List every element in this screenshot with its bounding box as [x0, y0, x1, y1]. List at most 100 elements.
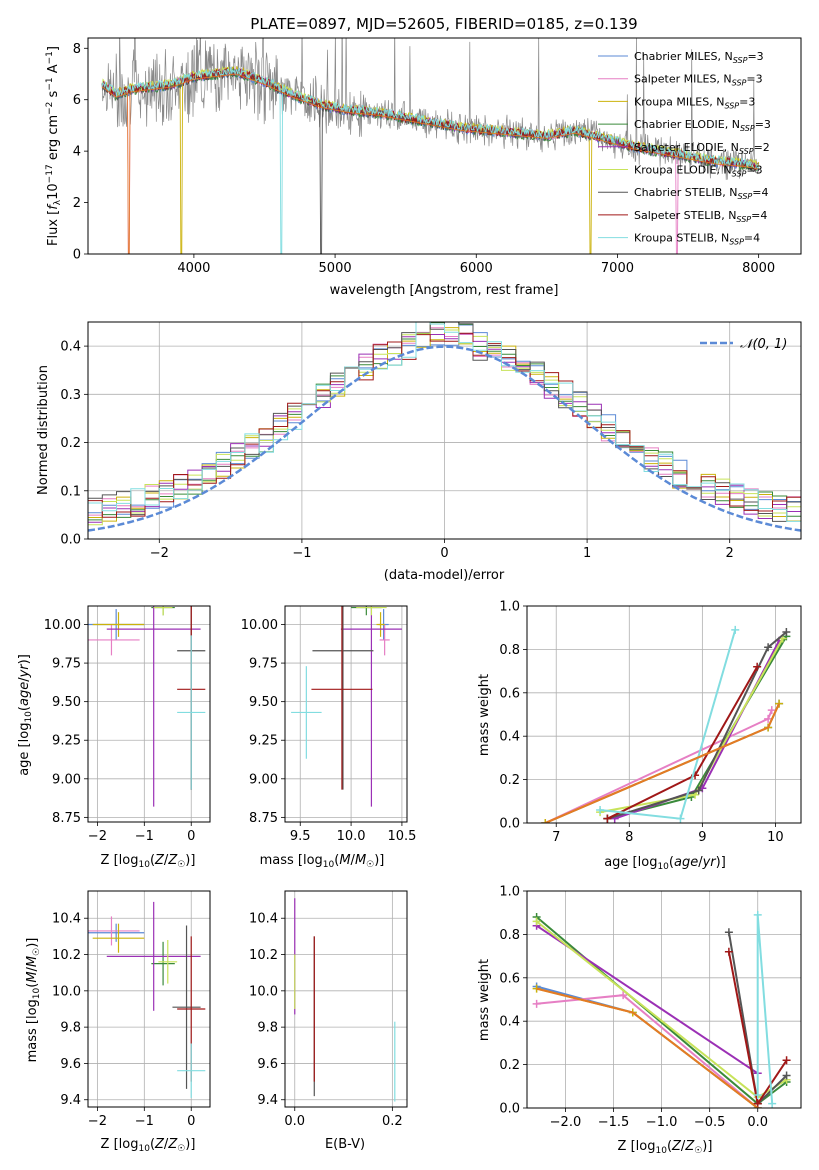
x-tick-label-3: 10 [767, 830, 784, 845]
x-tick-label-1: 0.2 [382, 1114, 403, 1129]
y-tick-label-1: 0.2 [499, 773, 520, 788]
weight-line-orange [536, 987, 759, 1108]
x-tick-label-2: 0 [187, 829, 195, 844]
normal-curve-line [88, 345, 801, 532]
y-tick-label-2: 9.25 [52, 734, 81, 749]
p4-xlabel: age [log10(age/yr)] [604, 855, 726, 872]
y-tick-label-0: 9.4 [257, 1093, 278, 1108]
x-tick-label-2: 9 [698, 830, 706, 845]
legend-label-8: Kroupa STELIB, NSSP=4 [634, 232, 760, 247]
spectrum-xlabel: wavelength [Angstrom, rest frame] [330, 283, 559, 298]
weight-line-kroupa-stelib [756, 914, 774, 1104]
y-tick-label-1: 2 [73, 196, 81, 211]
x-tick-label-2: 6000 [460, 261, 493, 276]
histogram-xlabel: (data-model)/error [384, 568, 505, 583]
panel-frame-6 [284, 890, 408, 1108]
panel-frame-5 [87, 890, 211, 1108]
y-tick-label-3: 0.6 [499, 971, 520, 986]
panel-frame-4 [526, 605, 802, 824]
y-tick-label-4: 0.4 [60, 340, 81, 355]
y-tick-label-4: 0.8 [499, 928, 520, 943]
legend-label-4: Salpeter ELODIE, NSSP=2 [634, 141, 770, 156]
y-tick-label-4: 0.8 [499, 643, 520, 658]
y-tick-label-5: 10.4 [52, 912, 81, 927]
weight-marker-chabrier-stelib-3 [782, 628, 791, 637]
y-tick-label-1: 9.6 [60, 1057, 81, 1072]
weight-marker-salpeter-stelib-1 [753, 1099, 762, 1108]
y-tick-label-0: 8.75 [52, 811, 81, 826]
y-tick-label-2: 9.8 [60, 1021, 81, 1036]
spectrum-frame [87, 37, 802, 255]
y-tick-label-0: 9.4 [60, 1093, 81, 1108]
x-tick-label-0: −2 [150, 546, 169, 561]
y-tick-label-1: 9.6 [257, 1057, 278, 1072]
y-tick-label-3: 10.0 [249, 984, 278, 999]
mass-vs-Z-panel: −2 −1 0 9.4 9.6 9.8 10.0 10.2 10.4 [52, 890, 211, 1129]
x-tick-label-1: −1 [135, 1114, 154, 1129]
y-tick-label-3: 9.50 [52, 695, 81, 710]
y-tick-label-2: 0.4 [499, 1015, 520, 1030]
y-tick-label-4: 10.2 [249, 948, 278, 963]
p6-xlabel: E(B-V) [325, 1137, 365, 1152]
x-tick-label-1: 8 [625, 830, 633, 845]
x-tick-label-4: 8000 [742, 261, 775, 276]
panel-plot-area-5 [88, 901, 206, 1098]
weight-marker-kroupa-stelib-0 [753, 1090, 762, 1099]
weight-marker-kroupa-stelib-2 [731, 625, 740, 634]
residual-histogram-panel: −2 −1 0 1 2 0.0 0.1 0.2 0.3 0.4 (data-model)/erro… [36, 321, 802, 583]
spectrum-panel: PLATE=0897, MJD=52605, FIBERID=0185, z=0… [45, 15, 802, 298]
weight-marker-chabrier-stelib-2 [782, 1071, 791, 1080]
legend-label-5: Kroupa ELODIE, NSSP=3 [634, 164, 763, 179]
weight-marker-kroupa-stelib-1 [753, 910, 762, 919]
p7-xlabel: Z [log10(Z/Z☉)] [618, 1139, 713, 1156]
legend-label-1: Salpeter MILES, NSSP=3 [634, 73, 763, 88]
panel-plot-area-4 [541, 625, 791, 823]
p3-xlabel: mass [log10(M/M☉)] [260, 853, 385, 870]
y-tick-label-4: 8 [73, 42, 81, 57]
x-tick-label-2: 10.5 [387, 829, 416, 844]
x-tick-label-3: 7000 [601, 261, 634, 276]
histogram-legend: 𝒩(0, 1) [700, 337, 787, 352]
weight-marker-salpeter-stelib-2 [782, 1056, 791, 1065]
weight-marker-salpeter-miles-1 [619, 991, 628, 1000]
weight-line-orange [544, 703, 781, 823]
normal-curve-legend-label: 𝒩(0, 1) [740, 337, 787, 352]
x-tick-label-0: 0.0 [284, 1114, 305, 1129]
x-tick-label-3: 1 [583, 546, 591, 561]
weight-marker-kroupa-stelib-1 [676, 814, 685, 823]
panel-plot-area-7 [532, 910, 791, 1108]
mass-vs-ebv-panel: 0.0 0.2 9.4 9.6 9.8 10.0 10.2 10.4 [249, 890, 408, 1129]
y-tick-label-1: 0.1 [60, 484, 81, 499]
spectrum-ylabel: Flux [fλ10−17 erg cm−2 s−1 A−1] [45, 46, 63, 246]
legend-label-2: Kroupa MILES, NSSP=3 [634, 95, 755, 110]
weight-marker-salpeter-miles-1 [764, 714, 773, 723]
p4-ylabel: mass weight [477, 674, 492, 756]
histogram-ylabel: Normed distribution [36, 365, 51, 495]
legend-label-7: Salpeter STELIB, NSSP=4 [634, 209, 767, 224]
p2-xlabel: Z [log10(Z/Z☉)] [101, 853, 196, 870]
panel-frame-3 [284, 605, 408, 823]
p7-ylabel: mass weight [477, 959, 492, 1041]
weight-marker-salpeter-miles-0 [532, 999, 541, 1008]
panel-plot-area-2 [88, 606, 206, 807]
weight-marker-kroupa-stelib-2 [768, 1099, 777, 1108]
age-vs-Z-panel: −2 −1 0 8.75 9.00 9.25 9.50 9.75 10.00 [44, 605, 211, 844]
y-tick-label-5: 1.0 [499, 600, 520, 615]
y-tick-label-0: 0 [73, 248, 81, 263]
weight-marker-salpeter-stelib-0 [724, 947, 733, 956]
p2-ylabel: age [log10(age/yr)] [17, 654, 34, 776]
y-tick-label-3: 10.0 [52, 984, 81, 999]
hist-plot-area [88, 322, 801, 539]
x-tick-label-2: −1.0 [646, 1115, 678, 1130]
panel-frame-2 [87, 605, 211, 823]
x-tick-label-2: 0 [187, 1114, 195, 1129]
y-tick-label-4: 9.75 [52, 657, 81, 672]
x-tick-label-1: 5000 [319, 261, 352, 276]
x-tick-label-4: 0.0 [747, 1115, 768, 1130]
y-tick-label-3: 0.3 [60, 388, 81, 403]
x-tick-label-0: −2.0 [550, 1115, 582, 1130]
legend-label-0: Chabrier MILES, NSSP=3 [634, 50, 764, 65]
weight-marker-kroupa-miles-0 [541, 819, 550, 823]
y-tick-label-2: 0.4 [499, 730, 520, 745]
y-tick-label-3: 9.50 [249, 695, 278, 710]
